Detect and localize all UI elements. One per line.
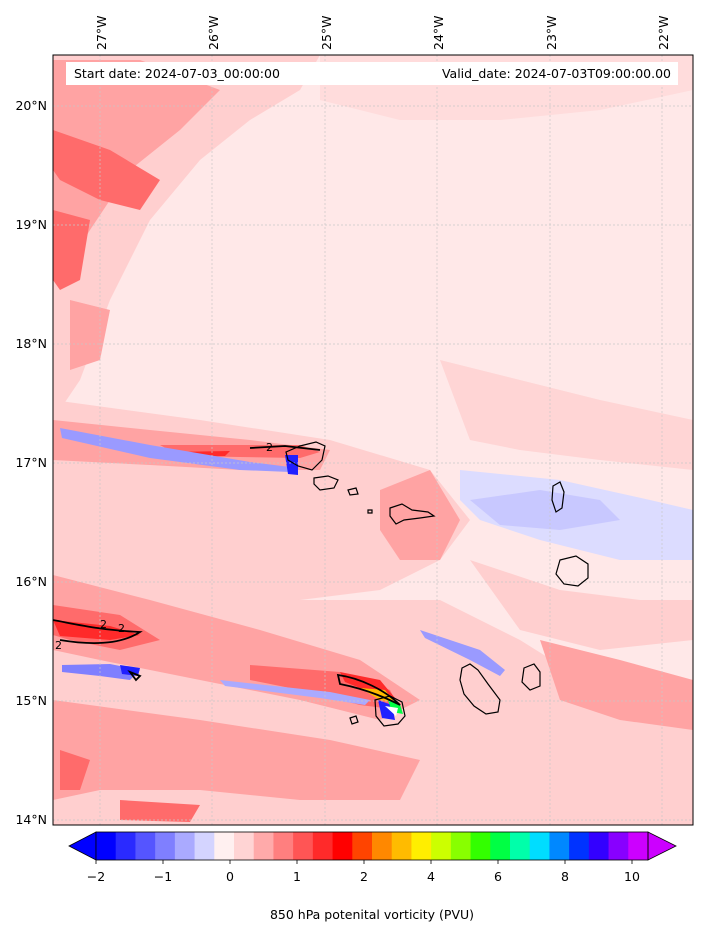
colorbar-tick-label: 1 [293, 869, 301, 884]
latitude-labels: 20°N 19°N 18°N 17°N 16°N 15°N 14°N [15, 98, 47, 827]
island-sao-nicolau-main [389, 503, 436, 525]
colorbar-segment [273, 832, 294, 860]
colorbar-outline [95, 831, 649, 861]
colorbar-segment [194, 832, 215, 860]
cape-verde-islands [285, 441, 589, 727]
colorbar-segment [214, 832, 235, 860]
lat-label: 16°N [15, 574, 47, 589]
lon-label: 27°W [94, 15, 109, 50]
colorbar-segment [332, 832, 353, 860]
contour-labels: 2 2 2 2 [55, 441, 273, 652]
colorbar-segment [253, 832, 274, 860]
negative-vorticity-streaks [60, 428, 693, 720]
pv-2-contours [53, 445, 401, 706]
colorbar-segment [588, 832, 610, 860]
colorbar-segment [155, 832, 176, 860]
lon-label: 24°W [431, 15, 446, 50]
island-sao-vicente [313, 475, 339, 491]
colorbar-segment [312, 832, 334, 860]
colorbar-tick-label: 6 [494, 869, 502, 884]
island-sao-nicolau [367, 509, 373, 514]
colorbar-segment [234, 832, 255, 860]
map-panel: 2 2 2 2 Start date: 2024-07-03_00:00:00 … [53, 55, 693, 825]
island-brava [349, 715, 359, 725]
colorbar-tick-label: 8 [561, 869, 569, 884]
lat-label: 18°N [15, 336, 47, 351]
colorbar-ticks [95, 860, 633, 864]
contour-label: 2 [55, 639, 62, 652]
colorbar-segment [569, 832, 590, 860]
colorbar-segment [608, 832, 629, 860]
colorbar-segment [391, 832, 412, 860]
colorbar-segment [115, 832, 136, 860]
lon-label: 26°W [206, 15, 221, 50]
colorbar-tick-label: 4 [427, 869, 435, 884]
colorbar-segment [135, 832, 156, 860]
colorbar-segment [293, 832, 314, 860]
longitude-labels: 27°W 26°W 25°W 24°W 23°W 22°W [94, 15, 671, 50]
colorbar-tick-label: 2 [360, 869, 368, 884]
colorbar-segment [510, 832, 531, 860]
island-maio [521, 663, 541, 691]
island-boa-vista [555, 555, 589, 587]
lat-label: 20°N [15, 98, 47, 113]
colorbar-segment [470, 832, 491, 860]
colorbar-segment [96, 832, 117, 860]
island-sal [551, 481, 565, 513]
colorbar-segment [352, 832, 373, 860]
colorbar-segment [450, 832, 472, 860]
colorbar-min-extension [68, 831, 97, 861]
start-date-label: Start date: 2024-07-03_00:00:00 [74, 66, 280, 81]
valid-date-label: Valid_date: 2024-07-03T09:00:00.00 [442, 66, 671, 81]
island-santiago [459, 663, 501, 715]
colorbar-tick-labels: −2 −1 0 1 2 4 6 8 10 [87, 869, 640, 884]
colorbar-segment [372, 832, 393, 860]
colorbar-tick-label: 0 [226, 869, 234, 884]
colorbar-title: 850 hPa potenital vorticity (PVU) [270, 907, 474, 922]
colorbar-segment [411, 832, 432, 860]
colorbar-segments [96, 832, 649, 860]
contour-label: 2 [266, 441, 273, 454]
colorbar: −2 −1 0 1 2 4 6 8 10 850 hPa potenital v… [68, 831, 677, 922]
colorbar-tick-label: −1 [154, 869, 172, 884]
colorbar-segment [628, 832, 649, 860]
island-santa-luzia [347, 487, 359, 496]
island-santo-antao [285, 441, 326, 471]
colorbar-max-extension [647, 831, 677, 861]
colorbar-segment [174, 832, 196, 860]
date-banner [66, 62, 678, 85]
contour-label: 2 [118, 622, 125, 635]
graticule [53, 55, 693, 825]
lon-label: 25°W [319, 15, 334, 50]
lon-label: 22°W [656, 15, 671, 50]
colorbar-segment [431, 832, 452, 860]
lat-label: 14°N [15, 812, 47, 827]
lat-label: 17°N [15, 455, 47, 470]
colorbar-tick-label: −2 [87, 869, 105, 884]
island-fogo [374, 695, 406, 727]
lat-label: 19°N [15, 217, 47, 232]
colorbar-segment [549, 832, 570, 860]
colorbar-segment [490, 832, 511, 860]
lon-label: 23°W [544, 15, 559, 50]
contour-label: 2 [100, 618, 107, 631]
colorbar-tick-label: 10 [624, 869, 640, 884]
map-frame [52, 54, 694, 826]
lat-label: 15°N [15, 693, 47, 708]
colorbar-segment [529, 832, 550, 860]
